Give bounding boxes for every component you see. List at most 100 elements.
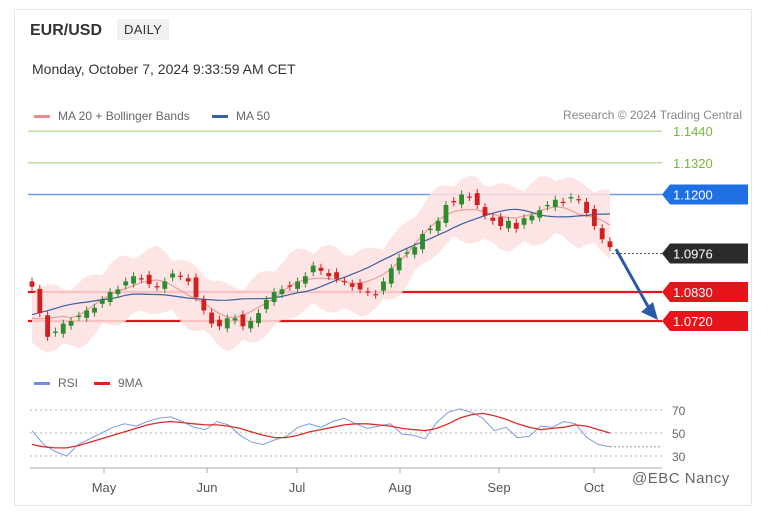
price-tag-label: 1.0830 [673, 285, 713, 300]
price-candle [209, 308, 215, 328]
price-candle [451, 197, 457, 207]
candle-body [404, 252, 410, 254]
price-candle [92, 303, 97, 317]
legend-label: MA 50 [236, 109, 271, 123]
price-tag-bg [662, 311, 748, 331]
price-candle [248, 317, 254, 333]
candle-body [318, 267, 324, 271]
candle-body [146, 274, 152, 285]
price-tag-bg [662, 184, 748, 205]
watermark: @EBC Nancy [632, 470, 730, 487]
price-tag-bg [662, 282, 748, 302]
candle-body [537, 210, 543, 218]
candle-body [248, 321, 254, 329]
candle-body [201, 299, 207, 311]
candle-body [396, 257, 402, 271]
price-candle [217, 315, 222, 331]
candle-body [474, 193, 480, 205]
legend-ma50: MA 50 [212, 109, 270, 123]
price-candle [170, 269, 176, 282]
price-candle [349, 279, 355, 291]
legend-rsi: RSI [34, 376, 78, 390]
price-candle [201, 295, 207, 315]
candle-body [295, 281, 300, 289]
candle-body [287, 285, 293, 287]
price-tag-support: 1.0720 [662, 311, 748, 331]
rsi-tick-label: 70 [672, 404, 686, 418]
price-candle [552, 195, 558, 212]
timeframe-badge[interactable]: DAILY [117, 19, 170, 40]
candle-body [334, 272, 340, 279]
price-candle [412, 243, 418, 259]
candle-body [576, 199, 582, 201]
price-candle [115, 285, 121, 299]
price-candle [107, 288, 113, 306]
legend-label: RSI [58, 376, 79, 390]
candle-body [607, 241, 613, 248]
rsi-tick-label: 50 [672, 427, 686, 441]
legend-9ma: 9MA [94, 376, 143, 390]
ma50-line [31, 208, 611, 316]
candle-body [435, 220, 441, 231]
price-candle [404, 248, 410, 258]
price-candle [537, 206, 543, 222]
candle-body [451, 201, 457, 203]
rsi-tick-label: 30 [672, 450, 686, 464]
ma20-line [31, 206, 611, 320]
price-candle [263, 295, 269, 314]
price-candle [53, 327, 58, 337]
legend-label: MA 20 + Bollinger Bands [58, 109, 190, 123]
price-tag-last: 1.0976 [662, 243, 748, 264]
candle-body [232, 318, 238, 321]
legend-swatch [212, 114, 228, 118]
price-candle [84, 306, 90, 322]
price-candle [443, 201, 449, 227]
price-tag-label: 1.1200 [673, 187, 713, 202]
candle-body [177, 275, 183, 277]
price-candle [123, 277, 129, 290]
price-candle [146, 270, 152, 289]
price-candle [420, 230, 425, 254]
price-candle [342, 276, 347, 286]
candle-body [568, 197, 574, 199]
price-candle [474, 189, 480, 209]
price-candle [427, 224, 433, 234]
price-candle [381, 277, 386, 295]
price-candle [584, 197, 589, 217]
candle-body [373, 294, 379, 296]
candle-body [326, 273, 332, 277]
price-candle [76, 311, 82, 321]
price-candle [591, 205, 597, 231]
price-tag-label: 1.0976 [673, 247, 713, 262]
price-candle [506, 216, 511, 233]
price-candle [232, 314, 238, 325]
candle-body [412, 247, 418, 255]
legend-label: 9MA [118, 376, 143, 390]
candle-body [209, 312, 215, 324]
candle-body [131, 276, 136, 284]
candle-body [29, 281, 35, 287]
candle-body [552, 199, 558, 208]
price-tag-label: 1.1320 [673, 156, 713, 171]
candle-body [107, 292, 113, 303]
price-candle [373, 290, 379, 299]
candle-body [154, 286, 160, 288]
candle-body [459, 194, 465, 205]
price-candle [177, 271, 183, 281]
candle-body [185, 278, 191, 282]
candle-body [599, 228, 605, 240]
legend-swatch [34, 114, 50, 118]
candle-body [92, 307, 97, 313]
candle-body [560, 201, 566, 204]
candle-body [217, 319, 222, 327]
candle-body [302, 276, 308, 284]
price-tag-label: 1.0720 [673, 314, 713, 329]
price-candle [224, 314, 230, 333]
candle-body [60, 323, 66, 334]
projection-arrow [614, 248, 652, 311]
candle-body [365, 291, 371, 293]
price-candle [138, 274, 144, 283]
price-candle [545, 201, 550, 211]
x-axis-label: Jun [197, 480, 218, 495]
candle-body [506, 220, 511, 229]
